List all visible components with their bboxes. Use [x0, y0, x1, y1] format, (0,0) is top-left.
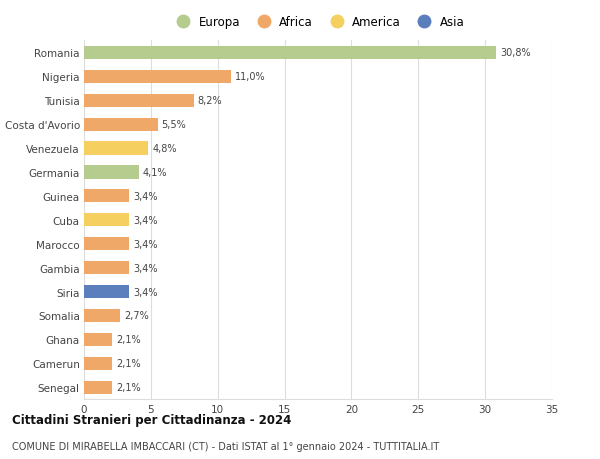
Text: 4,8%: 4,8% [152, 144, 176, 154]
Text: 2,1%: 2,1% [116, 335, 141, 345]
Bar [84, 262, 130, 274]
Text: 11,0%: 11,0% [235, 72, 266, 82]
Bar [84, 118, 158, 131]
Text: 2,1%: 2,1% [116, 382, 141, 392]
Bar [84, 381, 112, 394]
Bar [84, 309, 120, 322]
Bar [84, 285, 130, 298]
Text: 2,7%: 2,7% [124, 311, 149, 321]
Text: Cittadini Stranieri per Cittadinanza - 2024: Cittadini Stranieri per Cittadinanza - 2… [12, 413, 292, 426]
Text: 3,4%: 3,4% [133, 287, 158, 297]
Bar [84, 47, 496, 60]
Bar [84, 142, 148, 155]
Bar [84, 166, 139, 179]
Bar [84, 71, 231, 84]
Text: 5,5%: 5,5% [161, 120, 187, 130]
Bar [84, 95, 194, 107]
Text: 3,4%: 3,4% [133, 239, 158, 249]
Text: 4,1%: 4,1% [143, 168, 167, 178]
Text: 3,4%: 3,4% [133, 215, 158, 225]
Text: 30,8%: 30,8% [500, 48, 530, 58]
Bar [84, 357, 112, 370]
Text: 8,2%: 8,2% [197, 96, 222, 106]
Bar [84, 333, 112, 346]
Legend: Europa, Africa, America, Asia: Europa, Africa, America, Asia [167, 11, 469, 34]
Text: COMUNE DI MIRABELLA IMBACCARI (CT) - Dati ISTAT al 1° gennaio 2024 - TUTTITALIA.: COMUNE DI MIRABELLA IMBACCARI (CT) - Dat… [12, 441, 439, 451]
Bar [84, 190, 130, 203]
Text: 2,1%: 2,1% [116, 358, 141, 369]
Text: 3,4%: 3,4% [133, 263, 158, 273]
Bar [84, 214, 130, 227]
Text: 3,4%: 3,4% [133, 191, 158, 202]
Bar [84, 238, 130, 251]
